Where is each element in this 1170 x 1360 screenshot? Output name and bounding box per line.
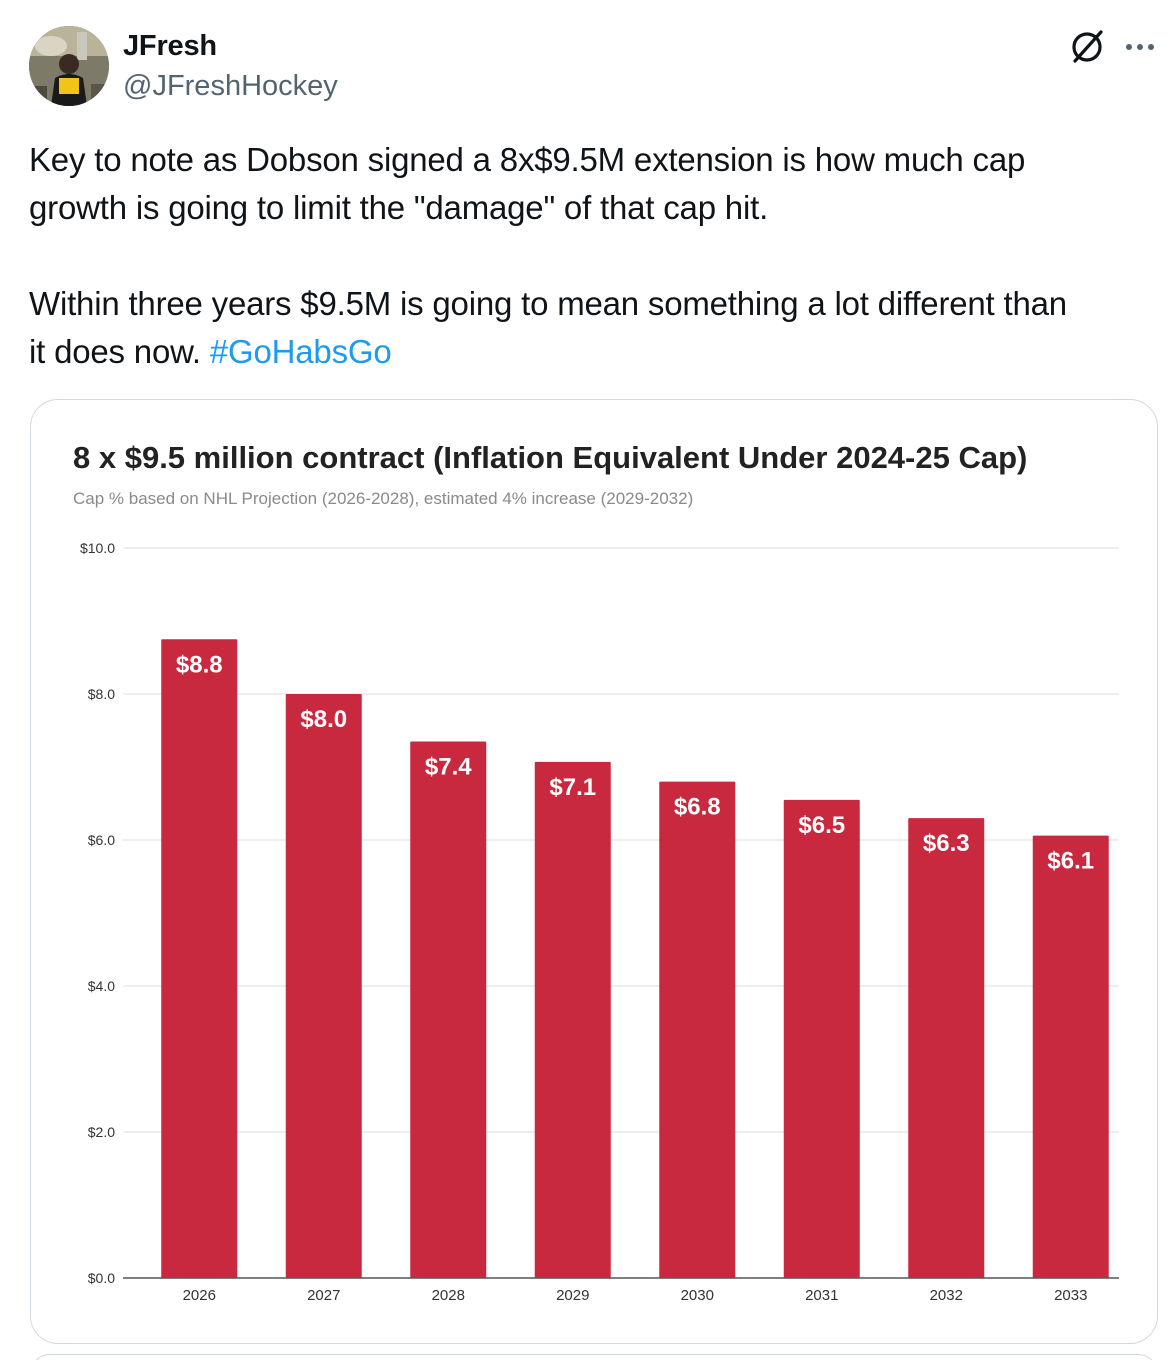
grok-icon[interactable]	[1068, 28, 1106, 66]
bar-data-label: $6.3	[923, 830, 970, 857]
y-tick-label: $6.0	[88, 832, 115, 848]
bar	[908, 818, 985, 1278]
bar-data-label: $8.8	[176, 651, 223, 678]
x-tick-label: 2031	[805, 1287, 838, 1304]
bar	[659, 781, 736, 1278]
y-tick-label: $10.0	[80, 540, 115, 556]
bar	[410, 741, 487, 1278]
tweet-line: it does now. #GoHabsGo	[29, 328, 1159, 376]
x-tick-label: 2027	[307, 1287, 340, 1304]
bar-data-label: $6.1	[1047, 848, 1094, 875]
hashtag-link[interactable]: #GoHabsGo	[209, 333, 392, 370]
tweet-line: Within three years $9.5M is going to mea…	[29, 285, 1067, 322]
bar-data-label: $6.5	[798, 812, 845, 839]
y-tick-label: $8.0	[88, 686, 115, 702]
author-display-name[interactable]: JFresh	[123, 30, 217, 62]
bar	[783, 799, 860, 1278]
x-tick-label: 2033	[1054, 1287, 1087, 1304]
bar-data-label: $6.8	[674, 794, 721, 821]
tweet-text: Key to note as Dobson signed a 8x$9.5M e…	[29, 136, 1159, 376]
x-tick-label: 2026	[183, 1287, 216, 1304]
y-tick-label: $0.0	[88, 1270, 115, 1286]
chart-title: 8 x $9.5 million contract (Inflation Equ…	[73, 440, 1027, 475]
x-tick-label: 2028	[432, 1287, 465, 1304]
bar-chart: 8 x $9.5 million contract (Inflation Equ…	[73, 440, 1119, 1304]
more-options-icon[interactable]	[1122, 28, 1158, 66]
x-tick-label: 2029	[556, 1287, 589, 1304]
next-media-card	[30, 1354, 1158, 1360]
x-tick-label: 2030	[681, 1287, 714, 1304]
y-tick-label: $4.0	[88, 978, 115, 994]
bar	[534, 761, 611, 1278]
author-handle[interactable]: @JFreshHockey	[123, 70, 338, 102]
tweet-line: growth is going to limit the "damage" of…	[29, 189, 769, 226]
bar	[161, 639, 238, 1278]
bar	[285, 694, 362, 1278]
media-card[interactable]: 8 x $9.5 million contract (Inflation Equ…	[30, 399, 1158, 1344]
avatar[interactable]	[29, 26, 109, 106]
tweet-line: Key to note as Dobson signed a 8x$9.5M e…	[29, 141, 1026, 178]
bar-data-label: $8.0	[300, 706, 347, 733]
avatar-photo-icon	[29, 26, 109, 106]
bar-data-label: $7.1	[549, 774, 596, 801]
x-tick-label: 2032	[930, 1287, 963, 1304]
bar	[1032, 835, 1109, 1278]
tweet-line-text: it does now.	[29, 333, 210, 370]
bar-data-label: $7.4	[425, 753, 472, 780]
chart-subtitle: Cap % based on NHL Projection (2026-2028…	[73, 489, 693, 508]
y-tick-label: $2.0	[88, 1124, 115, 1140]
